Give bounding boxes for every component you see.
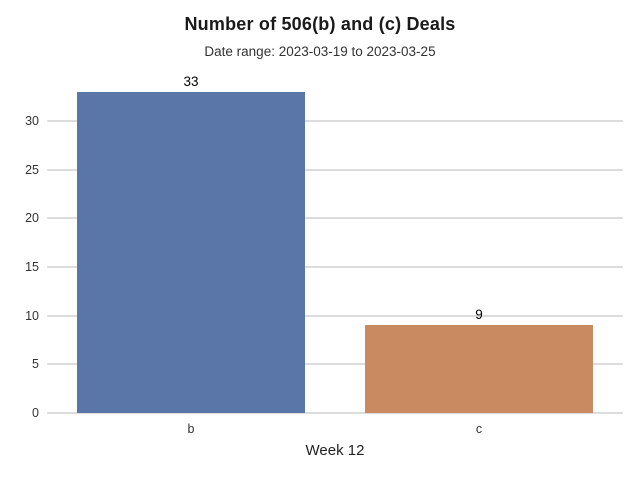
y-tick-label-0: 0 bbox=[32, 406, 39, 420]
bar-b bbox=[77, 91, 305, 413]
chart-title: Number of 506(b) and (c) Deals bbox=[184, 14, 456, 34]
gridline-y-0 bbox=[47, 412, 623, 414]
gridline-y-10 bbox=[47, 314, 623, 317]
y-tick-label-5: 5 bbox=[32, 357, 39, 372]
chart-subtitle: Date range: 2023-03-19 to 2023-03-25 bbox=[204, 44, 436, 59]
y-tick-label-25: 25 bbox=[25, 162, 39, 177]
x-category-label-b: b bbox=[187, 422, 195, 436]
bar-value-label-c: 9 bbox=[475, 307, 483, 323]
x-axis-label: Week 12 bbox=[305, 442, 365, 459]
bar-value-label-b: 33 bbox=[183, 73, 199, 89]
plot-area: 33 9 bbox=[47, 70, 623, 414]
gridline-y-15 bbox=[47, 266, 623, 269]
y-tick-label-20: 20 bbox=[25, 211, 39, 226]
gridline-y-5 bbox=[47, 363, 623, 366]
gridline-y-20 bbox=[47, 217, 623, 220]
y-tick-label-15: 15 bbox=[25, 260, 39, 275]
gridline-y-25 bbox=[47, 168, 623, 171]
y-tick-label-30: 30 bbox=[25, 114, 39, 129]
x-category-label-c: c bbox=[475, 422, 483, 436]
y-tick-label-10: 10 bbox=[25, 308, 39, 323]
gridline-y-30 bbox=[47, 120, 623, 123]
bar-c bbox=[365, 325, 593, 413]
